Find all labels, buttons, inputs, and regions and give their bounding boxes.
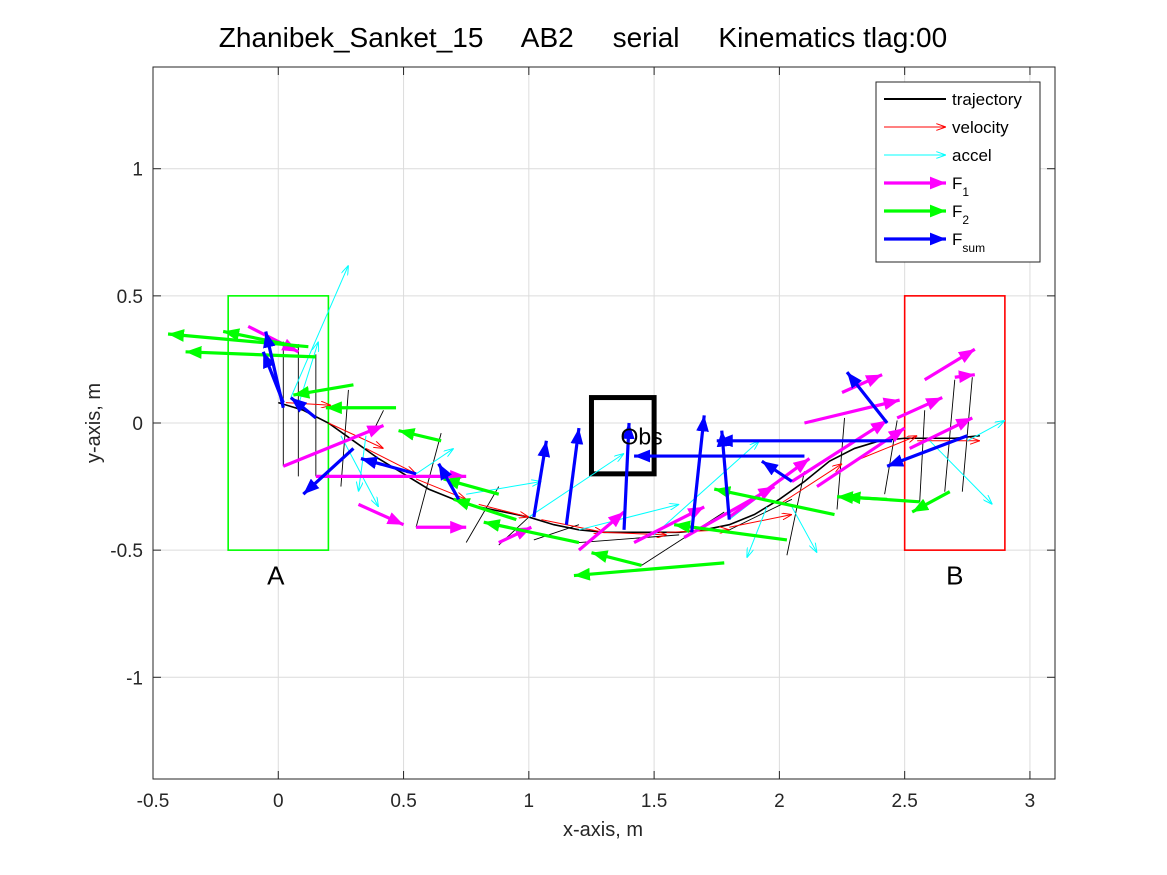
fsum-arrow [690,415,709,533]
f1-arrow [804,397,901,425]
fsum-arrow [564,427,584,525]
f1-arrow [791,419,888,483]
f1-arrow [282,424,385,468]
f1-arrow [577,510,626,552]
series-f2 [167,328,951,581]
accel-arrow [340,435,379,507]
fsum-arrow [886,434,968,468]
pose-segment [961,377,973,492]
accel-arrow [929,440,993,505]
f2-arrow [844,491,920,505]
pose-segment [724,498,793,533]
x-tick-label: 2 [774,791,785,812]
fsum-arrow [302,447,355,496]
f2-arrow [398,428,442,443]
x-tick-label: 0 [273,791,284,812]
fsum-arrow [760,459,793,483]
y-tick-label: -0.5 [110,541,143,562]
y-tick-label: -1 [126,668,143,689]
velocity-arrow [854,436,918,462]
f1-arrow [841,373,883,394]
f2-arrow [591,550,642,567]
region-b-label: B [946,561,963,591]
x-tick-label: 2.5 [891,791,917,812]
series-fsum [261,331,968,533]
legend-entry-velocity: velocity [884,118,1009,137]
x-tick-label: 3 [1025,791,1036,812]
f2-arrow [222,328,299,349]
legend-entry-trajectory: trajectory [884,90,1022,109]
accel-arrow [528,454,624,518]
legend-label-subscript: sum [962,241,985,255]
fsum-arrow [845,371,889,424]
region-obs-box [588,395,657,477]
pose-segment [415,433,442,528]
legend-entry-accel: accel [884,146,992,165]
f1-arrow [908,416,974,450]
y-tick-label: 1 [132,160,143,181]
f2-arrow [573,561,725,581]
f1-arrow [816,426,906,488]
fsum-arrow [289,396,317,420]
accel-arrow [466,481,541,495]
f2-arrow [911,490,951,514]
pose-segment [944,379,956,492]
legend-box [875,81,1041,263]
f1-arrow [954,370,976,384]
plot-frame [152,66,1056,780]
fsum-arrow [532,440,551,518]
velocity-arrow [541,519,604,533]
ticks: -0.5 0 0.5 1 1.5 2 2.5 3 1 0.5 0 -0.5 -1 [110,67,1055,812]
f2-arrow [453,497,517,522]
pose-segment [340,389,349,487]
legend-label-subscript: 2 [962,213,969,227]
accel-arrow [967,420,1005,442]
velocity-arrow [365,447,416,473]
f1-arrow [923,347,976,382]
accel-arrow [578,504,679,531]
y-tick-label: 0.5 [117,287,143,308]
x-tick-label: 0.5 [390,791,416,812]
legend-label-subscript: 1 [962,185,969,199]
x-tick-label: 1 [524,791,535,812]
f2-arrow [185,346,316,359]
series-velocity [285,403,980,535]
legend-label: accel [952,146,992,165]
x-tick-label: 1.5 [641,791,667,812]
accel-arrow [415,448,454,475]
f2-arrow [483,519,580,545]
fsum-arrow [360,456,417,476]
legend-label: trajectory [952,90,1022,109]
pose-segment [533,524,580,541]
f1-arrow [896,396,943,420]
pose-segment [919,410,926,502]
fsum-arrow [437,462,461,501]
f2-arrow [293,383,354,399]
f1-arrow [357,502,405,527]
legend-label: velocity [952,118,1009,137]
velocity-arrow [779,464,842,505]
region-a-label: A [267,561,285,591]
accel-arrow [791,506,817,553]
x-axis-label: x-axis, m [563,819,643,841]
pose-segment [465,486,500,543]
chart-title: Zhanibek_Sanket_15 AB2 serial Kinematics… [219,22,947,53]
accel-arrow [747,506,768,558]
f2-arrow [443,477,500,496]
accel-arrow [290,265,349,398]
velocity-arrow [729,515,792,528]
region-obs-label: Obs [620,424,662,450]
y-tick-label: 0 [132,414,143,435]
velocity-arrow [603,532,667,535]
fsum-arrow [261,351,285,404]
x-tick-label: -0.5 [137,791,170,812]
velocity-arrow [478,503,529,517]
fsum-arrow [621,422,635,530]
f1-arrow [728,457,811,519]
f2-arrow [713,486,835,517]
y-axis-label: y-axis, m [83,383,105,463]
